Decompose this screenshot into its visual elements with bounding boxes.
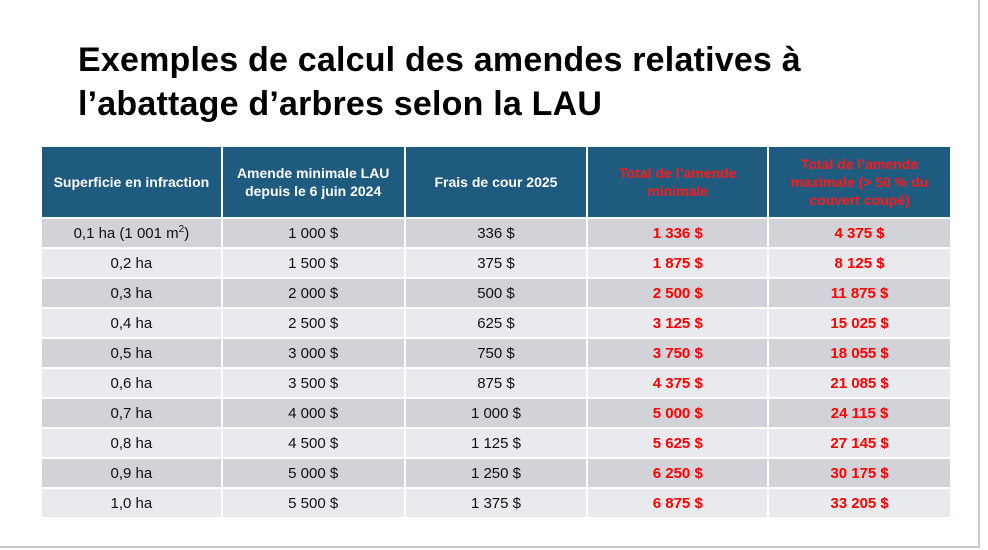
cell-court-fees: 336 $ [405, 219, 587, 247]
table-row: 0,6 ha 3 500 $ 875 $ 4 375 $ 21 085 $ [42, 369, 950, 397]
cell-court-fees: 375 $ [405, 249, 587, 277]
cell-min-fine: 4 000 $ [222, 399, 404, 427]
header-total-min: Total de l’amende minimale [588, 147, 768, 217]
cell-total-min: 4 375 $ [588, 369, 768, 397]
table-row: 0,1 ha (1 001 m2) 1 000 $ 336 $ 1 336 $ … [42, 219, 950, 247]
table-row: 0,7 ha 4 000 $ 1 000 $ 5 000 $ 24 115 $ [42, 399, 950, 427]
cell-total-min: 2 500 $ [588, 279, 768, 307]
cell-min-fine: 2 500 $ [222, 309, 404, 337]
cell-court-fees: 500 $ [405, 279, 587, 307]
cell-area: 0,5 ha [42, 339, 221, 367]
header-total-max: Total de l’amende maximale (> 50 % du co… [769, 147, 950, 217]
cell-total-min: 6 250 $ [588, 459, 768, 487]
cell-area: 0,8 ha [42, 429, 221, 457]
cell-court-fees: 1 250 $ [405, 459, 587, 487]
cell-total-min: 1 336 $ [588, 219, 768, 247]
cell-total-min: 6 875 $ [588, 489, 768, 517]
cell-total-max: 21 085 $ [769, 369, 950, 397]
cell-area: 0,2 ha [42, 249, 221, 277]
cell-area: 0,6 ha [42, 369, 221, 397]
cell-total-max: 27 145 $ [769, 429, 950, 457]
header-area: Superficie en infraction [42, 147, 221, 217]
cell-court-fees: 1 125 $ [405, 429, 587, 457]
table-row: 0,4 ha 2 500 $ 625 $ 3 125 $ 15 025 $ [42, 309, 950, 337]
table-header-row: Superficie en infraction Amende minimale… [42, 147, 950, 217]
cell-court-fees: 1 000 $ [405, 399, 587, 427]
cell-total-max: 15 025 $ [769, 309, 950, 337]
cell-court-fees: 1 375 $ [405, 489, 587, 517]
cell-min-fine: 2 000 $ [222, 279, 404, 307]
header-min-fine: Amende minimale LAU depuis le 6 juin 202… [222, 147, 404, 217]
cell-area-superscript: 2 [178, 223, 185, 235]
cell-area: 0,1 ha (1 001 m2) [42, 219, 221, 247]
cell-total-max: 18 055 $ [769, 339, 950, 367]
table-row: 1,0 ha 5 500 $ 1 375 $ 6 875 $ 33 205 $ [42, 489, 950, 517]
cell-area: 0,3 ha [42, 279, 221, 307]
cell-area: 0,7 ha [42, 399, 221, 427]
cell-min-fine: 3 000 $ [222, 339, 404, 367]
cell-court-fees: 625 $ [405, 309, 587, 337]
table-row: 0,5 ha 3 000 $ 750 $ 3 750 $ 18 055 $ [42, 339, 950, 367]
cell-area: 0,9 ha [42, 459, 221, 487]
cell-total-min: 3 750 $ [588, 339, 768, 367]
cell-min-fine: 3 500 $ [222, 369, 404, 397]
table-row: 0,9 ha 5 000 $ 1 250 $ 6 250 $ 30 175 $ [42, 459, 950, 487]
cell-min-fine: 5 000 $ [222, 459, 404, 487]
cell-area: 1,0 ha [42, 489, 221, 517]
cell-min-fine: 4 500 $ [222, 429, 404, 457]
cell-total-min: 3 125 $ [588, 309, 768, 337]
cell-total-max: 11 875 $ [769, 279, 950, 307]
cell-min-fine: 1 500 $ [222, 249, 404, 277]
cell-area: 0,4 ha [42, 309, 221, 337]
cell-total-min: 1 875 $ [588, 249, 768, 277]
cell-total-min: 5 625 $ [588, 429, 768, 457]
table-row: 0,8 ha 4 500 $ 1 125 $ 5 625 $ 27 145 $ [42, 429, 950, 457]
cell-area-end: ) [184, 224, 190, 242]
cell-total-max: 33 205 $ [769, 489, 950, 517]
cell-area-text: 0,1 ha (1 001 m [73, 224, 179, 242]
header-court-fees: Frais de cour 2025 [405, 147, 587, 217]
cell-court-fees: 750 $ [405, 339, 587, 367]
cell-total-max: 30 175 $ [769, 459, 950, 487]
slide-title: Exemples de calcul des amendes relatives… [78, 41, 801, 123]
cell-total-min: 5 000 $ [588, 399, 768, 427]
table-row: 0,3 ha 2 000 $ 500 $ 2 500 $ 11 875 $ [42, 279, 950, 307]
cell-min-fine: 1 000 $ [222, 219, 404, 247]
cell-court-fees: 875 $ [405, 369, 587, 397]
table-row: 0,2 ha 1 500 $ 375 $ 1 875 $ 8 125 $ [42, 249, 950, 277]
fines-table: Superficie en infraction Amende minimale… [40, 145, 952, 519]
cell-total-max: 24 115 $ [769, 399, 950, 427]
cell-min-fine: 5 500 $ [222, 489, 404, 517]
cell-total-max: 4 375 $ [769, 219, 950, 247]
cell-total-max: 8 125 $ [769, 249, 950, 277]
